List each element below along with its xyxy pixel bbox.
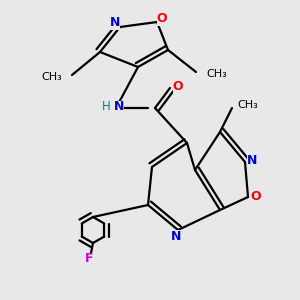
- Text: N: N: [171, 230, 181, 242]
- Text: O: O: [157, 13, 167, 26]
- Text: N: N: [247, 154, 257, 167]
- Text: H: H: [102, 100, 110, 113]
- Text: CH₃: CH₃: [41, 72, 62, 82]
- Text: O: O: [173, 80, 183, 92]
- Text: CH₃: CH₃: [237, 100, 258, 110]
- Text: CH₃: CH₃: [206, 69, 227, 79]
- Text: O: O: [251, 190, 261, 202]
- Text: N: N: [110, 16, 120, 29]
- Text: F: F: [85, 253, 93, 266]
- Text: N: N: [114, 100, 124, 113]
